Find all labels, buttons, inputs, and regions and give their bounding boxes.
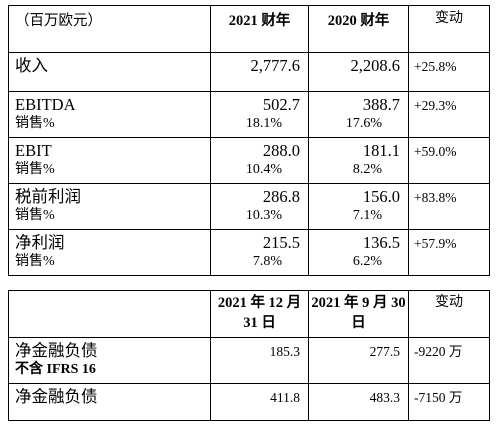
row-sub-label: 销售% (15, 208, 55, 223)
value-2021-dec-31: 185.3 (210, 337, 309, 384)
table-row: 净金融负债 411.8 483.3 -7150 万 (8, 383, 490, 421)
row-sub-label: 不含 IFRS 16 (15, 362, 96, 377)
value-change: -7150 万 (408, 383, 490, 421)
table-row: 税前利润 销售% 286.8 10.3% 156.0 7.1% +83.8% (8, 183, 490, 230)
value-2021: 288.0 (262, 141, 300, 160)
sales-pct-2020: 6.2% (352, 254, 382, 269)
table-header-row: 2021 年 12 月 31 日 2021 年 9 月 30 日 变动 (8, 290, 490, 338)
value-2021: 215.5 (262, 233, 300, 252)
table-row: EBIT 销售% 288.0 10.4% 181.1 8.2% +59.0% (8, 137, 490, 184)
row-sub-label: 销售% (15, 116, 55, 131)
row-label: 净利润 (15, 233, 65, 252)
sales-pct-2020: 7.1% (352, 208, 382, 223)
value-2020: 156.0 (362, 187, 400, 206)
value-2020-cell: 181.1 8.2% (308, 137, 409, 184)
column-header-2021: 2021 财年 (210, 5, 309, 53)
row-label: 收入 (8, 52, 211, 92)
row-label: 税前利润 (15, 187, 81, 206)
table-row: 收入 2,777.6 2,208.6 +25.8% (8, 52, 490, 92)
row-label: EBITDA (15, 95, 76, 114)
sales-pct-2021: 7.8% (252, 254, 282, 269)
value-2021-cell: 288.0 10.4% (210, 137, 309, 184)
value-2021: 2,777.6 (210, 52, 309, 92)
sales-pct-2020: 8.2% (352, 162, 382, 177)
value-change: +29.3% (408, 91, 490, 138)
value-2021: 502.7 (262, 95, 300, 114)
value-change: +57.9% (408, 229, 490, 276)
results-table: （百万欧元） 2021 财年 2020 财年 变动 收入 2,777.6 2,2… (8, 5, 490, 276)
value-2021: 286.8 (262, 187, 300, 206)
value-2021-cell: 502.7 18.1% (210, 91, 309, 138)
empty-header-cell (8, 290, 211, 338)
table-header-row: （百万欧元） 2021 财年 2020 财年 变动 (8, 5, 490, 53)
row-label-cell: 净金融负债 不含 IFRS 16 (8, 337, 211, 384)
row-label: 净金融负债 (15, 341, 98, 360)
row-sub-label: 销售% (15, 162, 55, 177)
value-change: +59.0% (408, 137, 490, 184)
value-2021-sep-30: 277.5 (308, 337, 409, 384)
value-2020: 136.5 (362, 233, 400, 252)
value-2020-cell: 388.7 17.6% (308, 91, 409, 138)
value-2021-cell: 215.5 7.8% (210, 229, 309, 276)
table-row: 净利润 销售% 215.5 7.8% 136.5 6.2% +57.9% (8, 229, 490, 276)
value-change: -9220 万 (408, 337, 490, 384)
column-header-change: 变动 (408, 5, 490, 53)
value-2020: 388.7 (362, 95, 400, 114)
row-label-cell: EBIT 销售% (8, 137, 211, 184)
sales-pct-2021: 10.3% (245, 208, 282, 223)
column-header-2020: 2020 财年 (308, 5, 409, 53)
table-row: EBITDA 销售% 502.7 18.1% 388.7 17.6% +29.3… (8, 91, 490, 138)
sales-pct-2021: 18.1% (245, 116, 282, 131)
row-label: 净金融负债 (8, 383, 211, 421)
value-change: +25.8% (408, 52, 490, 92)
column-header-2021-sep-30: 2021 年 9 月 30 日 (308, 290, 409, 338)
column-header-2021-dec-31: 2021 年 12 月 31 日 (210, 290, 309, 338)
net-debt-table: 2021 年 12 月 31 日 2021 年 9 月 30 日 变动 净金融负… (8, 290, 490, 421)
row-sub-label: 销售% (15, 254, 55, 269)
column-header-change: 变动 (408, 290, 490, 338)
value-2021-dec-31: 411.8 (210, 383, 309, 421)
table-row: 净金融负债 不含 IFRS 16 185.3 277.5 -9220 万 (8, 337, 490, 384)
unit-label: （百万欧元） (8, 5, 211, 53)
sales-pct-2020: 17.6% (345, 116, 382, 131)
value-change: +83.8% (408, 183, 490, 230)
value-2020-cell: 156.0 7.1% (308, 183, 409, 230)
value-2020-cell: 136.5 6.2% (308, 229, 409, 276)
sales-pct-2021: 10.4% (245, 162, 282, 177)
row-label: EBIT (15, 141, 52, 160)
value-2021-sep-30: 483.3 (308, 383, 409, 421)
value-2020: 181.1 (362, 141, 400, 160)
row-label-cell: EBITDA 销售% (8, 91, 211, 138)
value-2020: 2,208.6 (308, 52, 409, 92)
row-label-cell: 税前利润 销售% (8, 183, 211, 230)
value-2021-cell: 286.8 10.3% (210, 183, 309, 230)
row-label-cell: 净利润 销售% (8, 229, 211, 276)
